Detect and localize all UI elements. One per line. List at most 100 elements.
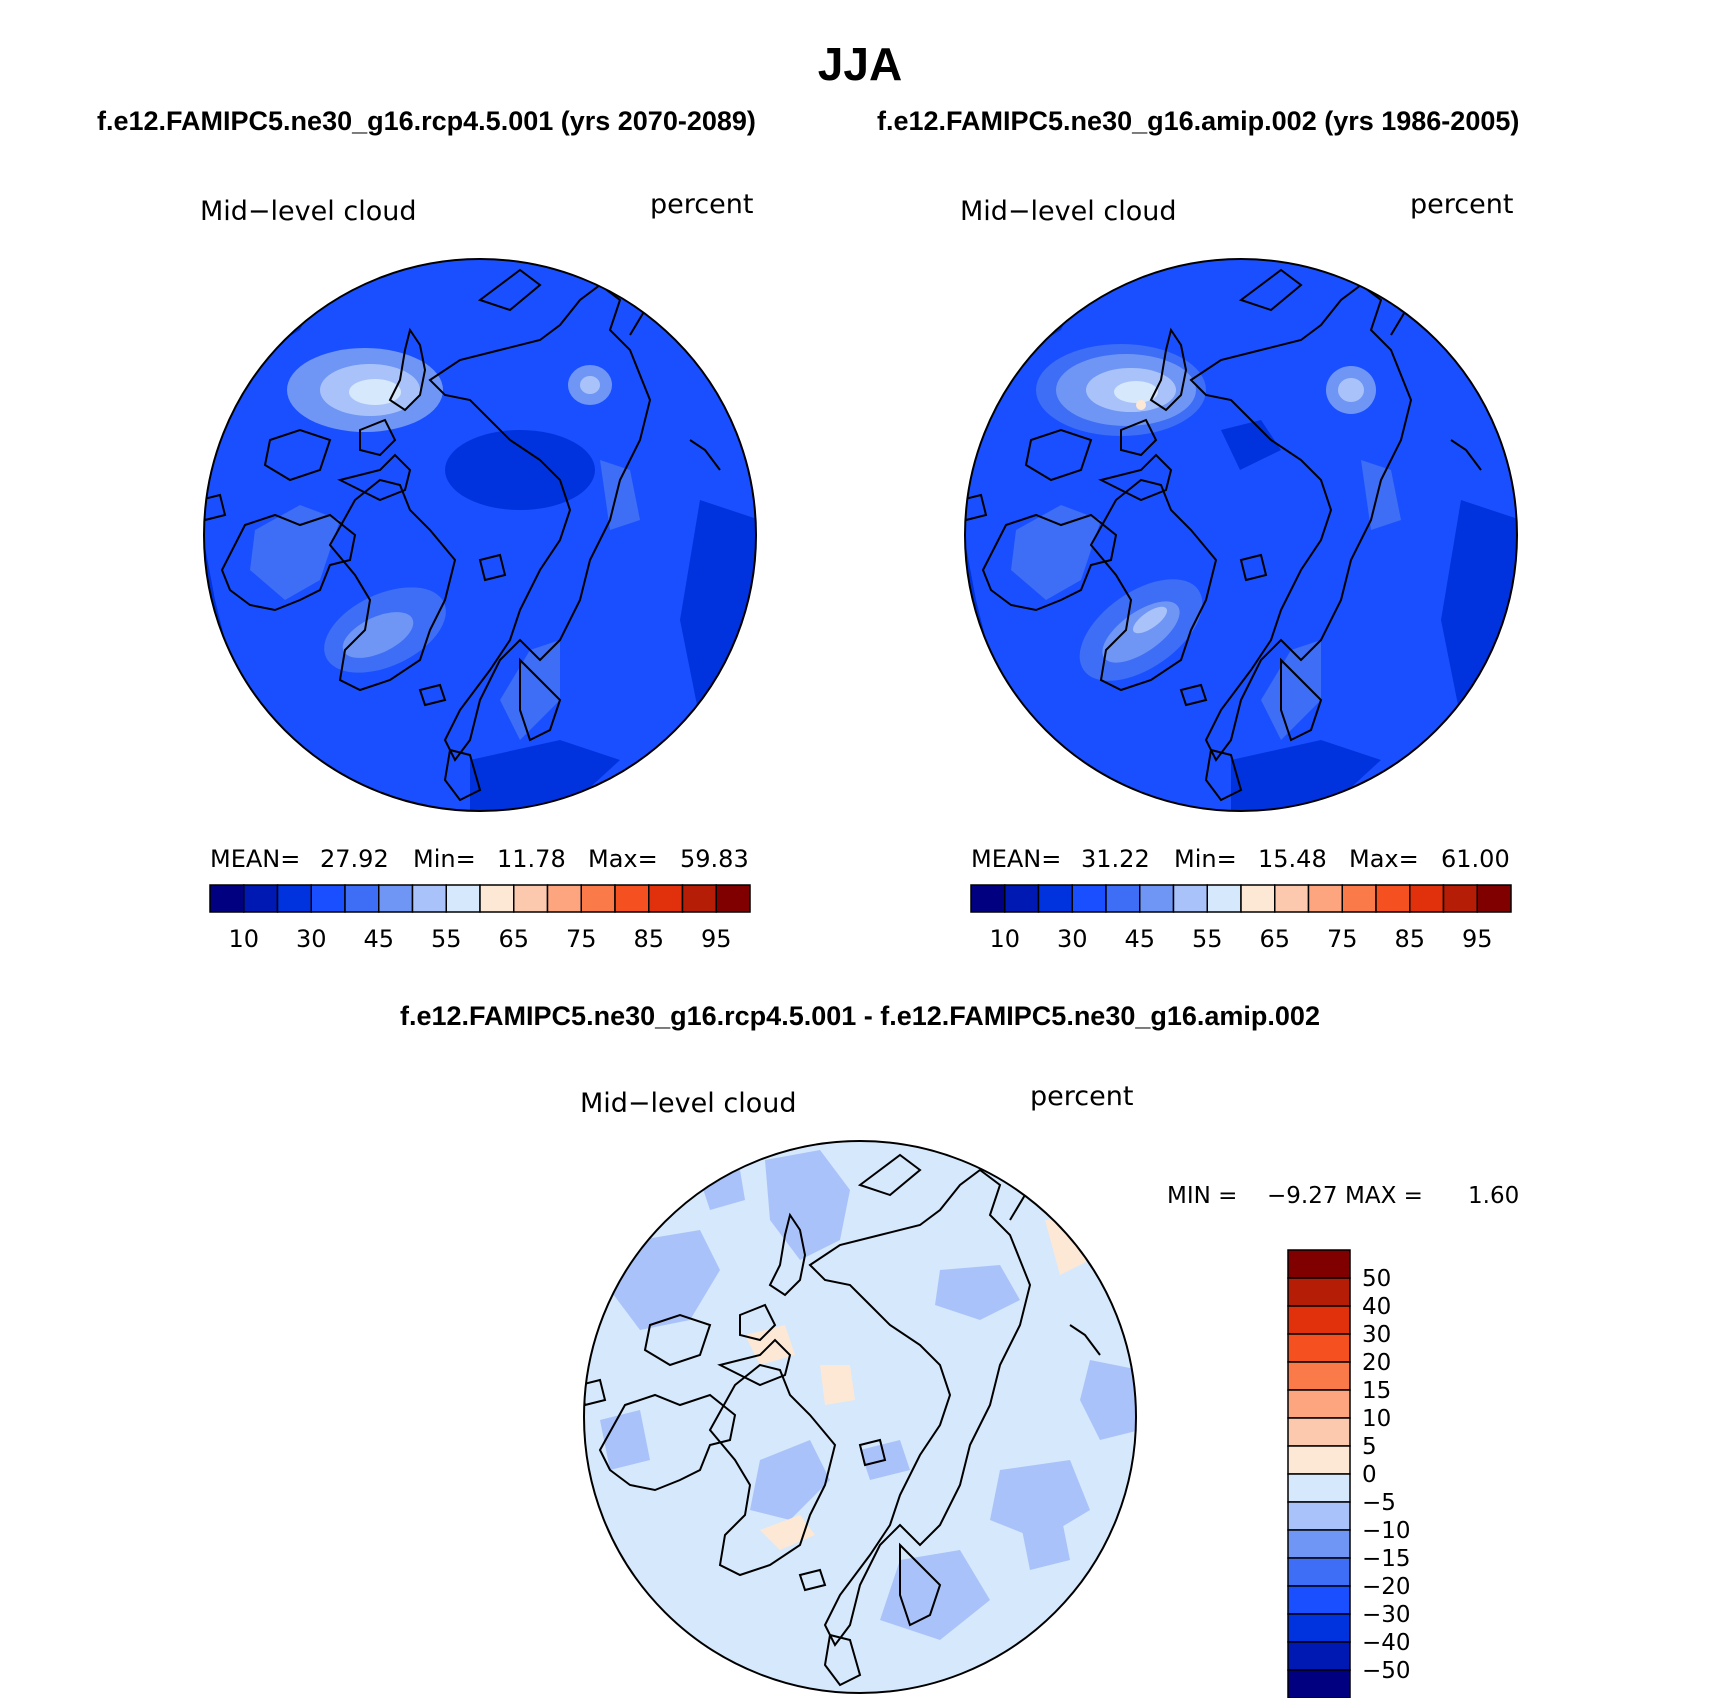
panel-1-min-label: Min=	[413, 845, 476, 873]
colorbar-2-swatch-9	[1274, 884, 1310, 913]
colorbar-2-swatch-11	[1341, 884, 1377, 913]
colorbar-diff-tick-label: 10	[1362, 1406, 1391, 1432]
panel-2-mean-value: 31.22	[1081, 845, 1150, 873]
colorbar-1-swatch-6	[411, 884, 447, 913]
panel-2-min-value: 15.48	[1258, 845, 1327, 873]
colorbar-diff-tick-label: 50	[1362, 1266, 1391, 1292]
diff-min-label: MIN =	[1167, 1183, 1237, 1209]
diff-min-value: −9.27	[1267, 1183, 1337, 1209]
colorbar-1-tick-label: 45	[363, 925, 394, 953]
panel-1-heading: f.e12.FAMIPC5.ne30_g16.rcp4.5.001 (yrs 2…	[97, 106, 756, 136]
colorbar-diff-swatch-12	[1287, 1585, 1351, 1615]
colorbar-2-swatch-13	[1409, 884, 1445, 913]
colorbar-1-tick-label: 55	[431, 925, 462, 953]
panel-2-units-label: percent	[1410, 189, 1513, 220]
colorbar-1-tick-label: 85	[633, 925, 664, 953]
colorbar-diff-tick-label: −30	[1362, 1602, 1411, 1628]
colorbar-diff-swatch-11	[1287, 1557, 1351, 1587]
panel-2-mean-label: MEAN=	[971, 845, 1061, 873]
panel-1-units-label: percent	[650, 189, 753, 220]
colorbar-diff-tick-label: −40	[1362, 1630, 1411, 1656]
colorbar-2-swatch-7	[1206, 884, 1242, 913]
panel-2-stats: MEAN= 31.22 Min= 15.48 Max= 61.00	[971, 845, 1510, 873]
colorbar-1-swatch-0	[209, 884, 245, 913]
colorbar-2-swatch-3	[1071, 884, 1107, 913]
colorbar-2-swatch-5	[1139, 884, 1175, 913]
colorbar-1-swatch-13	[648, 884, 684, 913]
diff-panel-units-label: percent	[1030, 1081, 1133, 1112]
colorbar-1-tick-label: 75	[566, 925, 597, 953]
colorbar-2-swatch-14	[1442, 884, 1478, 913]
colorbar-2-tick-label: 75	[1327, 925, 1358, 953]
colorbar-diff-swatch-4	[1287, 1361, 1351, 1391]
colorbar-2-tick-label: 65	[1259, 925, 1290, 953]
colorbar-diff-swatch-2	[1287, 1305, 1351, 1335]
diff-panel-variable-label: Mid−level cloud	[580, 1088, 796, 1119]
panel-1-mean-value: 27.92	[320, 845, 389, 873]
diff-max-value: 1.60	[1468, 1183, 1519, 1209]
colorbar-2-swatch-6	[1172, 884, 1208, 913]
colorbar-2-swatch-4	[1105, 884, 1141, 913]
colorbar-2-tick-label: 85	[1394, 925, 1425, 953]
map-panel-difference	[583, 1140, 1137, 1694]
colorbar-diff-tick-label: 30	[1362, 1322, 1391, 1348]
colorbar-diff-swatch-8	[1287, 1473, 1351, 1503]
colorbar-2-swatch-1	[1004, 884, 1040, 913]
panel-2-min-label: Min=	[1174, 845, 1237, 873]
colorbar-1-tick-label: 30	[296, 925, 327, 953]
main-title: JJA	[818, 38, 902, 90]
colorbar-2-swatch-8	[1240, 884, 1276, 913]
colorbar-diff-swatch-14	[1287, 1641, 1351, 1671]
colorbar-1-tick-label: 65	[498, 925, 529, 953]
colorbar-1-tick-label: 10	[228, 925, 259, 953]
colorbar-diff-tick-label: 15	[1362, 1378, 1391, 1404]
colorbar-1-swatch-12	[614, 884, 650, 913]
colorbar-1-swatch-1	[243, 884, 279, 913]
colorbar-diff-tick-label: −5	[1362, 1490, 1396, 1516]
colorbar-diff-swatch-0	[1287, 1249, 1351, 1279]
colorbar-1-tick-label: 95	[701, 925, 732, 953]
panel-2-variable-label: Mid−level cloud	[960, 196, 1176, 227]
colorbar-2-tick-label: 45	[1124, 925, 1155, 953]
colorbar-1-swatch-9	[513, 884, 549, 913]
colorbar-1-swatch-7	[445, 884, 481, 913]
panel-2-heading: f.e12.FAMIPC5.ne30_g16.amip.002 (yrs 198…	[877, 106, 1519, 136]
colorbar-1-swatch-4	[344, 884, 380, 913]
map-panel-1	[203, 258, 757, 812]
colorbar-diff-tick-label: −10	[1362, 1518, 1411, 1544]
colorbar-1-swatch-14	[681, 884, 717, 913]
colorbar-1-swatch-8	[479, 884, 515, 913]
colorbar-2-swatch-10	[1307, 884, 1343, 913]
colorbar-2-swatch-0	[970, 884, 1006, 913]
colorbar-2-tick-label: 55	[1192, 925, 1223, 953]
colorbar-diff-swatch-3	[1287, 1333, 1351, 1363]
colorbar-1-swatch-15	[715, 884, 751, 913]
colorbar-diff-swatch-6	[1287, 1417, 1351, 1447]
colorbar-2-tick-label: 95	[1462, 925, 1493, 953]
panel-1-variable-label: Mid−level cloud	[200, 196, 416, 227]
map-panel-2	[964, 258, 1518, 812]
colorbar-diff-tick-label: 0	[1362, 1462, 1377, 1488]
diff-panel-heading: f.e12.FAMIPC5.ne30_g16.rcp4.5.001 - f.e1…	[400, 1001, 1320, 1031]
colorbar-2-swatch-2	[1037, 884, 1073, 913]
panel-2-max-value: 61.00	[1441, 845, 1510, 873]
colorbar-diff-tick-label: −20	[1362, 1574, 1411, 1600]
panel-1-max-value: 59.83	[680, 845, 749, 873]
colorbar-diff-tick-label: −50	[1362, 1658, 1411, 1684]
colorbar-diff-swatch-9	[1287, 1501, 1351, 1531]
diff-max-label: MAX =	[1345, 1183, 1423, 1209]
colorbar-1-swatch-3	[310, 884, 346, 913]
colorbar-diff-swatch-5	[1287, 1389, 1351, 1419]
colorbar-2-tick-label: 30	[1057, 925, 1088, 953]
colorbar-diff-swatch-10	[1287, 1529, 1351, 1559]
colorbar-diff-swatch-15	[1287, 1669, 1351, 1698]
colorbar-diff-swatch-1	[1287, 1277, 1351, 1307]
panel-1-stats: MEAN= 27.92 Min= 11.78 Max= 59.83	[210, 845, 749, 873]
colorbar-2-swatch-15	[1476, 884, 1512, 913]
colorbar-diff-swatch-13	[1287, 1613, 1351, 1643]
colorbar-diff-tick-label: −15	[1362, 1546, 1411, 1572]
diff-panel-minmax: MIN = −9.27 MAX = 1.60	[1167, 1183, 1519, 1209]
colorbar-diff-tick-label: 5	[1362, 1434, 1377, 1460]
